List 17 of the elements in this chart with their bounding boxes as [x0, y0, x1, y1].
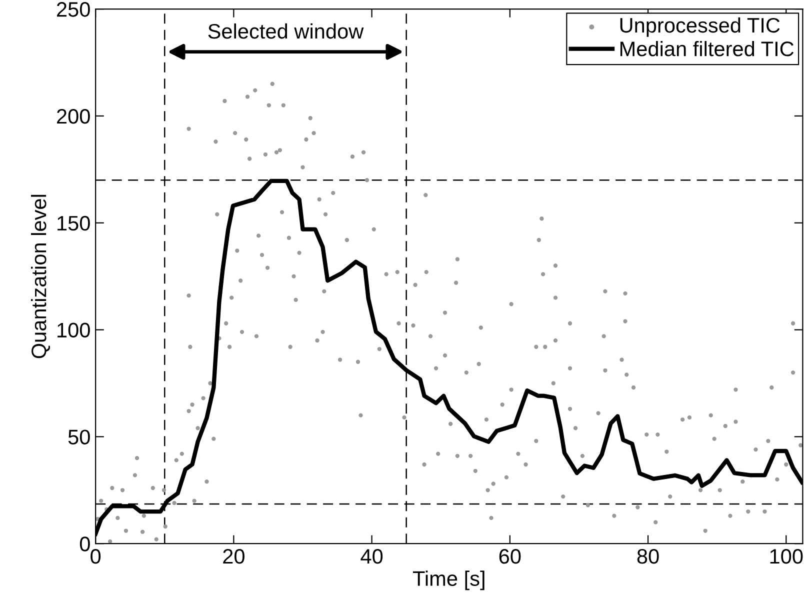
- x-tick-label: 60: [499, 549, 521, 564]
- y-tick-label: 250: [57, 2, 90, 17]
- annotation: Selected window: [208, 23, 364, 39]
- x-tick-label: 80: [637, 549, 659, 564]
- y-tick-label: 0: [80, 536, 90, 552]
- y-tick-label: 150: [58, 216, 90, 231]
- x-tick-label: 100: [770, 549, 803, 564]
- y-tick-label: 100: [58, 322, 90, 338]
- legend-label: Unprocessed TIC: [620, 17, 780, 37]
- y-tick-label: 50: [68, 430, 90, 444]
- x-tick-label: 0: [90, 549, 101, 564]
- x-axis-title: Time [s]: [412, 570, 484, 590]
- y-axis-title: Quantization level: [30, 194, 50, 358]
- legend-label: Median filtered TIC: [620, 40, 794, 56]
- x-tick-label: 20: [223, 549, 244, 564]
- y-tick-label: 200: [57, 108, 90, 124]
- x-tick-label: 40: [360, 549, 383, 564]
